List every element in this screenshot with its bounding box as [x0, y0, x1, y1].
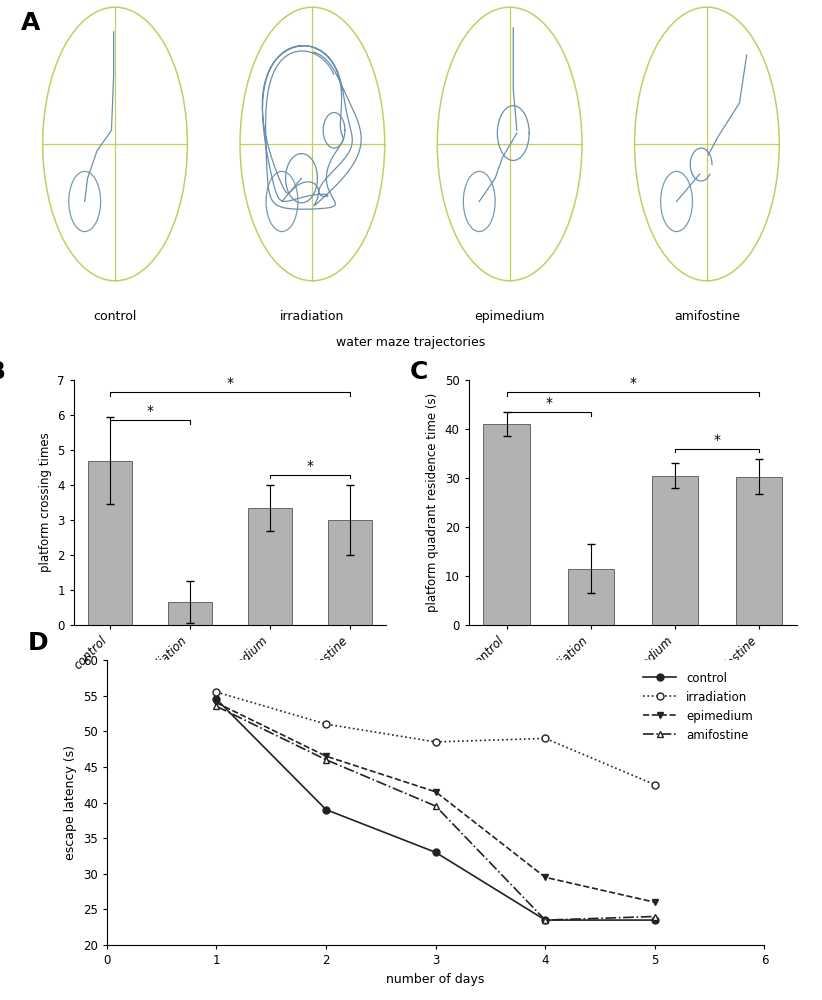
amifostine: [211, 700, 221, 712]
Text: water maze trajectories: water maze trajectories: [336, 336, 486, 349]
Text: A: A: [21, 11, 40, 35]
Text: amifostine: amifostine: [674, 310, 740, 323]
Text: D: D: [28, 632, 48, 656]
Y-axis label: platform quadrant residence time (s): platform quadrant residence time (s): [426, 393, 439, 612]
irradiation: [540, 732, 550, 744]
Text: *: *: [713, 433, 721, 447]
control: [211, 693, 221, 705]
Line: control: control: [213, 696, 658, 924]
Bar: [169, 602, 212, 625]
irradiation: [431, 736, 441, 748]
Text: control: control: [94, 310, 136, 323]
Bar: [736, 477, 783, 625]
epimedium: [321, 750, 331, 762]
Bar: [652, 476, 698, 625]
Bar: [568, 569, 614, 625]
Bar: [483, 424, 530, 625]
Bar: [248, 508, 292, 625]
Text: *: *: [545, 396, 552, 410]
Text: epimedium: epimedium: [474, 310, 545, 323]
Text: *: *: [146, 404, 154, 418]
irradiation: [321, 718, 331, 730]
control: [321, 804, 331, 816]
epimedium: [431, 786, 441, 798]
Line: irradiation: irradiation: [213, 689, 658, 788]
control: [431, 846, 441, 858]
Text: irradiation: irradiation: [280, 310, 344, 323]
Text: *: *: [227, 376, 233, 390]
epimedium: [650, 896, 660, 908]
Bar: [328, 520, 372, 625]
Line: epimedium: epimedium: [213, 699, 658, 906]
control: [540, 914, 550, 926]
amifostine: [321, 754, 331, 766]
Text: B: B: [0, 360, 6, 384]
Text: C: C: [409, 360, 427, 384]
Y-axis label: escape latency (s): escape latency (s): [64, 745, 77, 860]
control: [650, 914, 660, 926]
amifostine: [431, 800, 441, 812]
Legend: control, irradiation, epimedium, amifostine: control, irradiation, epimedium, amifost…: [638, 666, 759, 747]
irradiation: [650, 779, 660, 791]
amifostine: [540, 914, 550, 926]
amifostine: [650, 910, 660, 922]
X-axis label: number of days: number of days: [386, 973, 485, 986]
epimedium: [540, 871, 550, 883]
epimedium: [211, 697, 221, 709]
Text: *: *: [307, 459, 314, 473]
Bar: [88, 460, 132, 625]
Line: amifostine: amifostine: [213, 703, 658, 924]
irradiation: [211, 686, 221, 698]
Text: *: *: [630, 376, 636, 390]
Y-axis label: platform crossing times: platform crossing times: [39, 433, 52, 572]
